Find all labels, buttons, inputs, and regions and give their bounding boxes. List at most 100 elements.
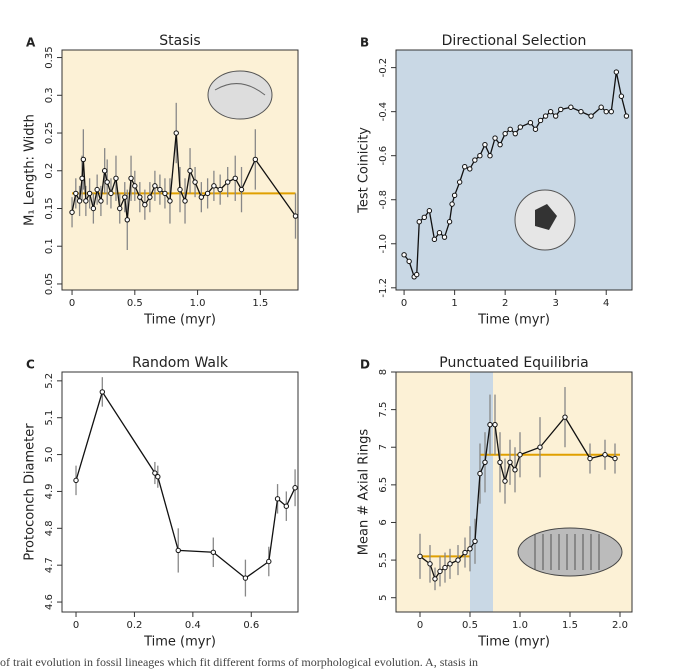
point <box>558 106 564 113</box>
panel-title: Directional Selection <box>442 33 587 49</box>
x-tick-label: 1.5 <box>562 620 578 631</box>
point <box>83 198 89 204</box>
point <box>437 568 443 575</box>
point <box>537 444 543 450</box>
y-tick-label: -1.0 <box>378 234 389 254</box>
point <box>612 455 618 462</box>
point <box>192 179 198 185</box>
x-tick-label: 0.4 <box>185 620 201 631</box>
point <box>588 113 594 119</box>
illustration <box>517 527 623 577</box>
panel-title: Random Walk <box>132 355 229 371</box>
point <box>507 126 513 132</box>
y-tick-label: -0.2 <box>378 58 389 78</box>
point <box>283 503 290 509</box>
point <box>173 130 179 136</box>
point <box>94 186 100 193</box>
point <box>177 186 183 193</box>
point <box>467 546 473 552</box>
point <box>128 175 134 182</box>
panel-letter: D <box>360 358 370 372</box>
point <box>455 557 461 563</box>
plot-background <box>396 372 632 612</box>
y-tick-label: 5 <box>378 595 389 601</box>
y-tick-label: 4.8 <box>44 520 55 536</box>
illustration <box>514 189 576 251</box>
tooth-icon <box>214 83 266 96</box>
point <box>467 166 473 172</box>
point <box>462 549 468 556</box>
point <box>147 194 153 200</box>
point <box>477 470 483 477</box>
point <box>266 558 272 565</box>
y-tick-label: 7.5 <box>378 402 389 418</box>
point <box>442 564 448 571</box>
point <box>517 452 523 458</box>
point <box>487 152 493 159</box>
point <box>603 108 609 115</box>
x-tick-label: 2 <box>502 298 508 309</box>
point <box>274 496 281 502</box>
y-tick-label: 0.05 <box>44 273 55 295</box>
point <box>537 117 544 124</box>
y-tick-label: 0.15 <box>44 197 55 219</box>
point <box>242 575 249 581</box>
point <box>447 561 453 567</box>
point <box>204 190 211 197</box>
point <box>426 208 433 214</box>
plot-background <box>62 372 298 612</box>
point <box>602 452 608 458</box>
point <box>421 214 427 221</box>
point <box>117 205 123 212</box>
x-tick-label: 0 <box>417 620 423 631</box>
point <box>562 414 568 420</box>
point <box>487 421 493 428</box>
point <box>532 126 539 132</box>
y-tick-label: -1.2 <box>378 278 389 298</box>
y-tick-label: 0.2 <box>44 163 55 179</box>
x-tick-label: 0 <box>401 298 407 309</box>
point <box>69 209 75 215</box>
panel-letter: B <box>360 36 369 50</box>
point <box>608 108 614 115</box>
point <box>198 194 205 200</box>
point <box>113 175 119 182</box>
point <box>527 119 534 126</box>
x-tick-label: 0.5 <box>462 620 478 631</box>
point <box>80 156 87 163</box>
y-tick-label: 0.35 <box>44 46 55 68</box>
point <box>436 230 443 236</box>
x-tick-label: 0.6 <box>243 620 259 631</box>
point <box>431 236 438 243</box>
point <box>456 179 463 185</box>
x-tick-label: 2.0 <box>612 620 628 631</box>
point <box>432 576 438 582</box>
y-tick-label: 5.0 <box>44 447 55 463</box>
x-tick-label: 1 <box>451 298 457 309</box>
y-tick-label: 7 <box>378 444 389 450</box>
y-tick-label: 0.3 <box>44 87 55 103</box>
y-tick-label: -0.8 <box>378 190 389 210</box>
point <box>417 553 423 560</box>
y-tick-label: 0.25 <box>44 122 55 144</box>
point <box>446 219 453 225</box>
plot-frame <box>61 49 299 291</box>
plot-frame <box>61 371 299 613</box>
y-tick-label: 0.1 <box>44 238 55 254</box>
y-tick-label: -0.4 <box>378 102 389 122</box>
point <box>157 186 163 193</box>
series-line <box>71 132 297 220</box>
point <box>104 179 110 185</box>
point <box>73 190 79 197</box>
point <box>598 104 604 110</box>
panel-letter: C <box>26 358 35 372</box>
y-axis-label: Protoconch Diameter <box>23 423 38 561</box>
point <box>90 205 97 212</box>
y-tick-label: -0.6 <box>378 146 389 166</box>
point <box>441 234 448 240</box>
point <box>618 93 625 99</box>
x-tick-label: 4 <box>603 298 609 309</box>
point <box>613 69 620 75</box>
point <box>238 186 245 193</box>
point <box>477 152 483 159</box>
